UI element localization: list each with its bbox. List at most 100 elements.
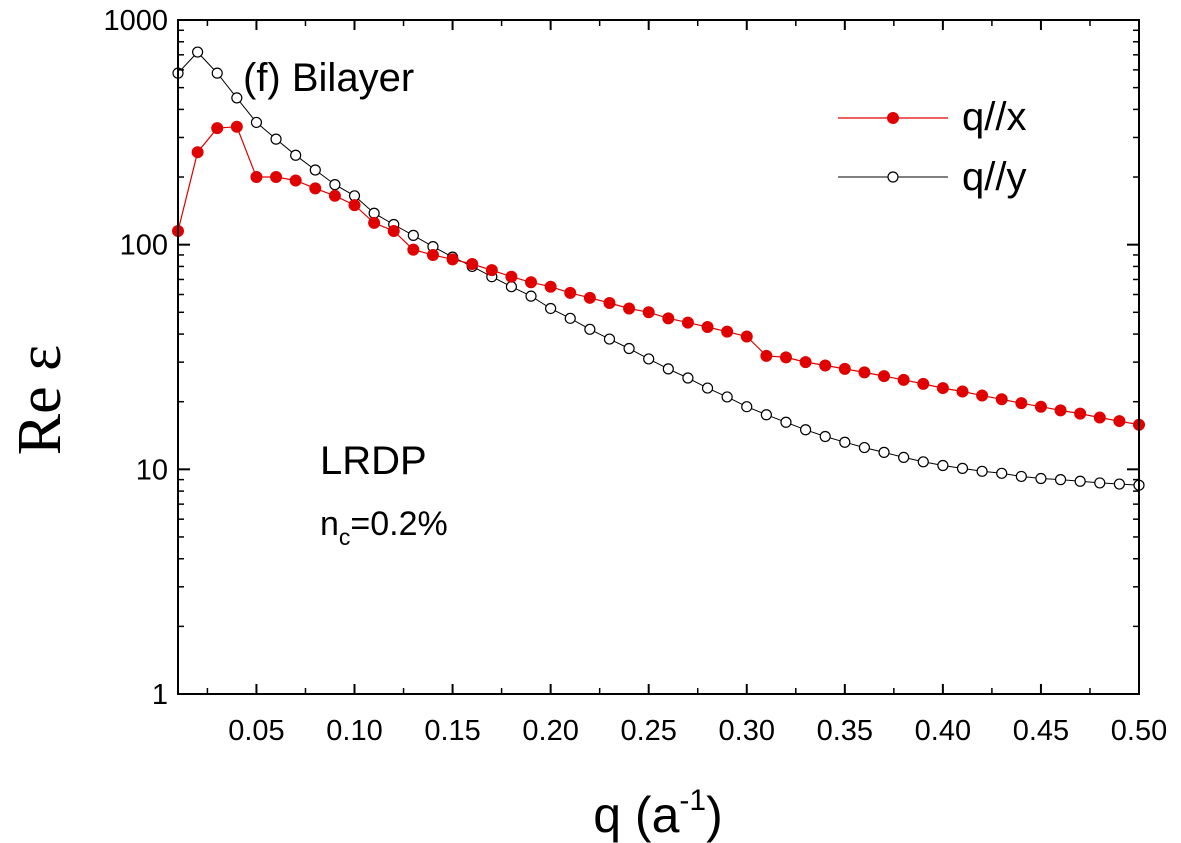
data-point-qx	[799, 356, 812, 369]
data-point-qx	[995, 393, 1008, 406]
density-base: n	[320, 505, 339, 543]
x-tick-label: 0.20	[522, 715, 578, 747]
legend-label-qy: q//y	[962, 155, 1026, 199]
data-point-qy	[584, 323, 596, 335]
data-point-qy	[799, 424, 812, 436]
legend-marker-qy	[887, 171, 899, 183]
data-point-qy	[1015, 470, 1027, 483]
data-point-qx	[230, 120, 243, 133]
data-point-qx	[564, 286, 577, 299]
data-point-qy	[721, 391, 733, 403]
density-annotation: nc=0.2%	[320, 505, 448, 550]
data-point-qy	[996, 467, 1008, 479]
data-point-qy	[956, 462, 969, 474]
data-point-qy	[1035, 472, 1047, 485]
data-point-qx	[1113, 415, 1126, 428]
data-point-qx	[426, 248, 439, 261]
data-point-qy	[839, 436, 851, 448]
density-value: =0.2%	[350, 505, 447, 543]
y-tick-label: 10	[136, 454, 168, 486]
data-point-qx	[779, 351, 792, 364]
density-sub: c	[339, 524, 351, 550]
data-point-qy	[603, 333, 616, 345]
data-point-qx	[348, 199, 361, 212]
data-point-qy	[976, 465, 988, 477]
data-point-qx	[701, 321, 714, 334]
legend-label-qx: q//x	[962, 95, 1026, 139]
data-point-qx	[1015, 397, 1028, 410]
data-point-qx	[976, 389, 989, 402]
data-point-qy	[1094, 477, 1106, 489]
data-point-qy	[250, 116, 263, 129]
data-point-qy	[525, 290, 537, 302]
data-point-qx	[191, 146, 204, 159]
x-tick-label: 0.50	[1111, 715, 1167, 747]
data-point-qx	[368, 216, 381, 229]
data-point-qx	[760, 349, 773, 362]
data-point-qx	[819, 359, 832, 372]
data-point-qy	[270, 133, 282, 145]
data-point-qx	[642, 306, 655, 319]
data-point-qy	[192, 46, 204, 58]
y-tick-label: 1000	[103, 5, 168, 37]
data-point-qy	[368, 207, 380, 219]
data-point-qy	[682, 372, 694, 384]
data-point-qx	[662, 312, 675, 325]
legend-marker-qx	[887, 112, 899, 124]
y-tick-label: 100	[120, 230, 168, 262]
data-point-qx	[623, 302, 636, 315]
x-tick-label: 0.35	[817, 715, 873, 747]
data-point-qy	[1074, 475, 1086, 487]
data-point-qx	[917, 377, 930, 390]
data-point-qy	[1113, 478, 1125, 490]
data-point-qy	[505, 281, 518, 293]
data-point-qx	[681, 316, 694, 329]
x-axis-title-base: q (a	[593, 787, 679, 843]
data-point-qy	[917, 456, 929, 468]
data-point-qy	[780, 416, 792, 428]
legend: q//x q//y	[838, 95, 1026, 199]
series-layer	[172, 46, 1145, 491]
data-point-qx	[858, 366, 871, 379]
data-point-qx	[309, 182, 322, 195]
x-tick-label: 0.05	[228, 715, 284, 747]
data-point-qy	[290, 149, 302, 161]
data-point-qy	[898, 451, 910, 464]
data-point-qy	[329, 179, 341, 191]
x-tick-label: 0.30	[719, 715, 775, 747]
data-point-qx	[1054, 404, 1067, 417]
x-tick-label: 0.45	[1013, 715, 1069, 747]
data-point-qy	[564, 312, 576, 324]
data-point-qy	[760, 409, 772, 421]
data-point-qx	[466, 258, 479, 271]
data-point-qy	[1054, 474, 1067, 486]
data-point-qx	[838, 362, 851, 375]
data-point-qx	[936, 382, 949, 395]
data-point-qy	[231, 92, 243, 104]
x-tick-label: 0.15	[424, 715, 480, 747]
data-point-qy	[701, 382, 714, 394]
data-point-qx	[407, 243, 420, 256]
data-point-qx	[505, 270, 518, 283]
data-point-qy	[937, 459, 949, 472]
data-point-qy	[545, 302, 557, 315]
data-point-qx	[721, 325, 734, 338]
data-point-qy	[878, 446, 890, 458]
data-point-qx	[897, 373, 910, 386]
method-annotation: LRDP	[320, 439, 427, 483]
data-point-qy	[662, 363, 674, 375]
data-point-qx	[328, 189, 341, 202]
data-point-qx	[956, 385, 969, 398]
plot-frame	[177, 19, 1140, 695]
data-point-qy	[858, 441, 871, 454]
x-tick-label: 0.40	[915, 715, 971, 747]
y-tick-label: 1	[152, 679, 168, 711]
data-point-qy	[211, 67, 223, 79]
data-point-qx	[525, 276, 538, 289]
data-point-qx	[485, 264, 498, 277]
data-point-qx	[603, 296, 616, 309]
data-point-qx	[250, 171, 263, 184]
data-point-qx	[878, 370, 891, 383]
x-axis-title-close: )	[706, 787, 723, 843]
